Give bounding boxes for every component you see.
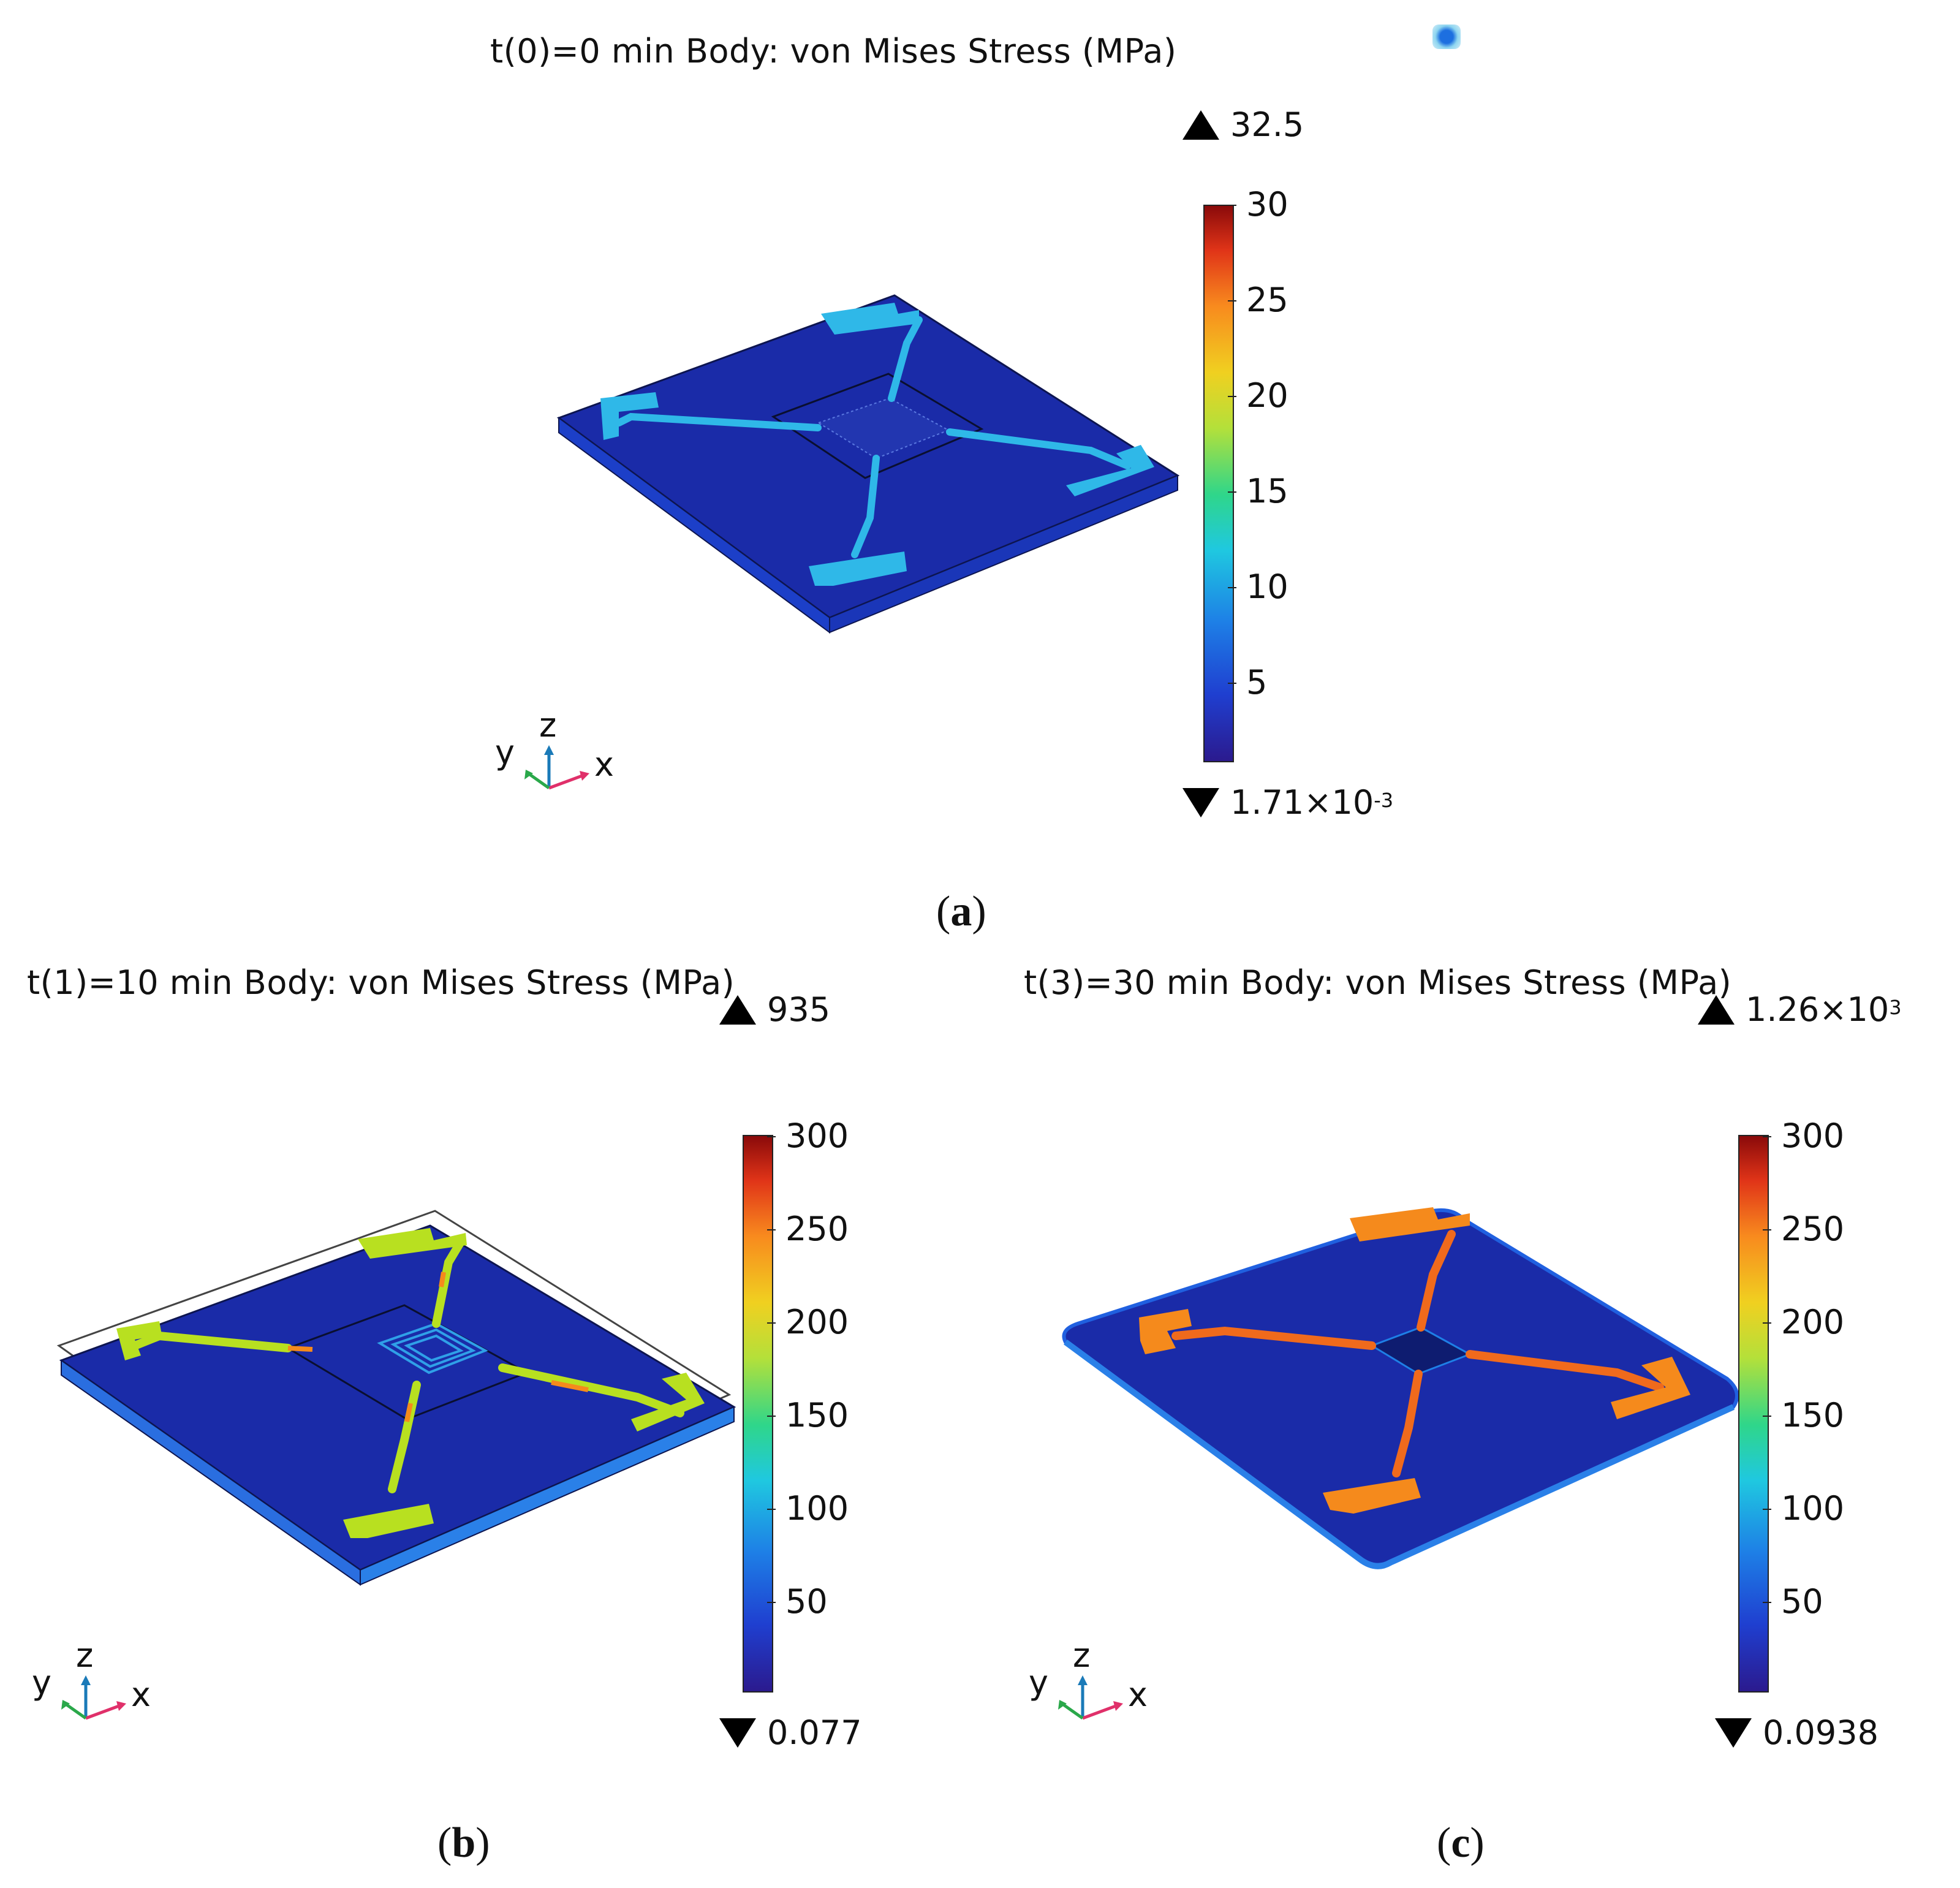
panel-b-tick-4: 100 [766,1489,849,1528]
panel-c-max-base: 1.26×10 [1746,990,1890,1029]
panel-c-axis-x: x [1128,1675,1148,1714]
panel-b-min-value: 0.077 [767,1713,862,1752]
panel-c-title: t(3)=30 min Body: von Mises Stress (MPa) [1024,963,1732,1002]
pads-a [600,303,1154,586]
panel-a-tick-0: 30 [1228,185,1288,224]
panel-c-max-exp: 3 [1889,995,1902,1019]
membrane-window [771,373,984,479]
panel-a-axis-y: y [495,733,515,772]
panel-a-axis-triad [524,745,589,790]
panel-b-tick-5: 50 [767,1582,828,1621]
panel-c-tick-1: 250 [1762,1210,1845,1248]
panel-b-title: t(1)=10 min Body: von Mises Stress (MPa) [27,963,735,1002]
substrate-side-right [829,474,1178,634]
max-triangle-icon [1182,110,1219,140]
panel-c-tick-2: 200 [1762,1303,1845,1341]
panel-a-tick-1: 25 [1228,281,1288,319]
panel-a-title: t(0)=0 min Body: von Mises Stress (MPa) [490,32,1177,70]
panel-a-min: 1.71×10 -3 [1182,783,1393,822]
panel-a-tick-4: 10 [1228,567,1288,606]
heater-coil [377,1322,488,1374]
panel-b-min: 0.077 [719,1713,862,1752]
panel-a-min-base: 1.71×10 [1230,783,1374,822]
panel-b-axis-z: z [76,1636,94,1675]
panel-c-min: 0.0938 [1715,1713,1879,1752]
panel-a-label: (a) [936,888,986,935]
panel-c-max: 1.26×10 3 [1698,990,1902,1029]
panel-b-axis-triad [61,1675,126,1720]
panel-a-axis-x: x [594,745,615,784]
stress-hotspots [287,1272,589,1422]
pads-c [1139,1207,1690,1514]
panel-b-max: 935 [719,990,830,1029]
panel-c-tick-5: 50 [1763,1582,1823,1621]
max-triangle-icon [1698,995,1735,1025]
panel-b-colorbar [743,1135,773,1693]
deformed-edge [1064,1339,1735,1569]
panel-c-axis-y: y [1029,1663,1049,1702]
heater-area [817,397,950,460]
substrate-side-right [360,1406,735,1586]
panel-b-tick-3: 150 [766,1396,849,1435]
panel-a-axis-z: z [539,706,557,745]
panel-c-tick-4: 100 [1762,1489,1845,1528]
panel-a-tick-2: 20 [1228,376,1288,415]
panel-a-colorbar [1203,205,1234,762]
panel-c-axis-triad [1058,1675,1123,1720]
traces-c [1171,1230,1664,1477]
panel-c-tick-0: 300 [1762,1116,1845,1155]
panel-c-label: (c) [1437,1819,1485,1867]
panel-b-tick-0: 300 [766,1116,849,1155]
panel-b: t(1)=10 min Body: von Mises Stress (MPa) [0,956,980,1888]
panel-c-axis-z: z [1073,1636,1091,1675]
panel-b-axis-x: x [131,1675,151,1714]
panel-c-min-value: 0.0938 [1763,1713,1879,1752]
panel-c-colorbar [1738,1135,1769,1693]
panel-c-tick-3: 150 [1762,1396,1845,1435]
panel-b-scene [56,1210,736,1586]
panel-a-max: 32.5 [1182,105,1304,144]
min-triangle-icon [1182,787,1219,817]
panel-a-tick-5: 5 [1227,663,1268,702]
panel-a-tick-3: 15 [1228,472,1288,510]
panel-a-min-exp: -3 [1374,788,1394,812]
panel-a-scene [556,294,1180,634]
min-triangle-icon [719,1718,756,1748]
traces-a [615,316,1131,558]
panel-c: t(3)=30 min Body: von Mises Stress (MPa)… [980,956,1960,1888]
panel-b-axis-y: y [32,1663,52,1702]
panel-b-max-value: 935 [767,990,831,1029]
pads-b [116,1228,705,1538]
min-triangle-icon [1715,1718,1752,1748]
panel-a: t(0)=0 min Body: von Mises Stress (MPa) … [490,32,1393,935]
panel-c-scene [1062,1207,1739,1569]
panel-b-tick-2: 200 [766,1303,849,1341]
panel-b-tick-1: 250 [766,1210,849,1248]
panel-b-label: (b) [437,1819,490,1867]
colormap-icon [1432,25,1461,49]
max-triangle-icon [719,995,756,1025]
panel-a-max-value: 32.5 [1230,105,1304,144]
